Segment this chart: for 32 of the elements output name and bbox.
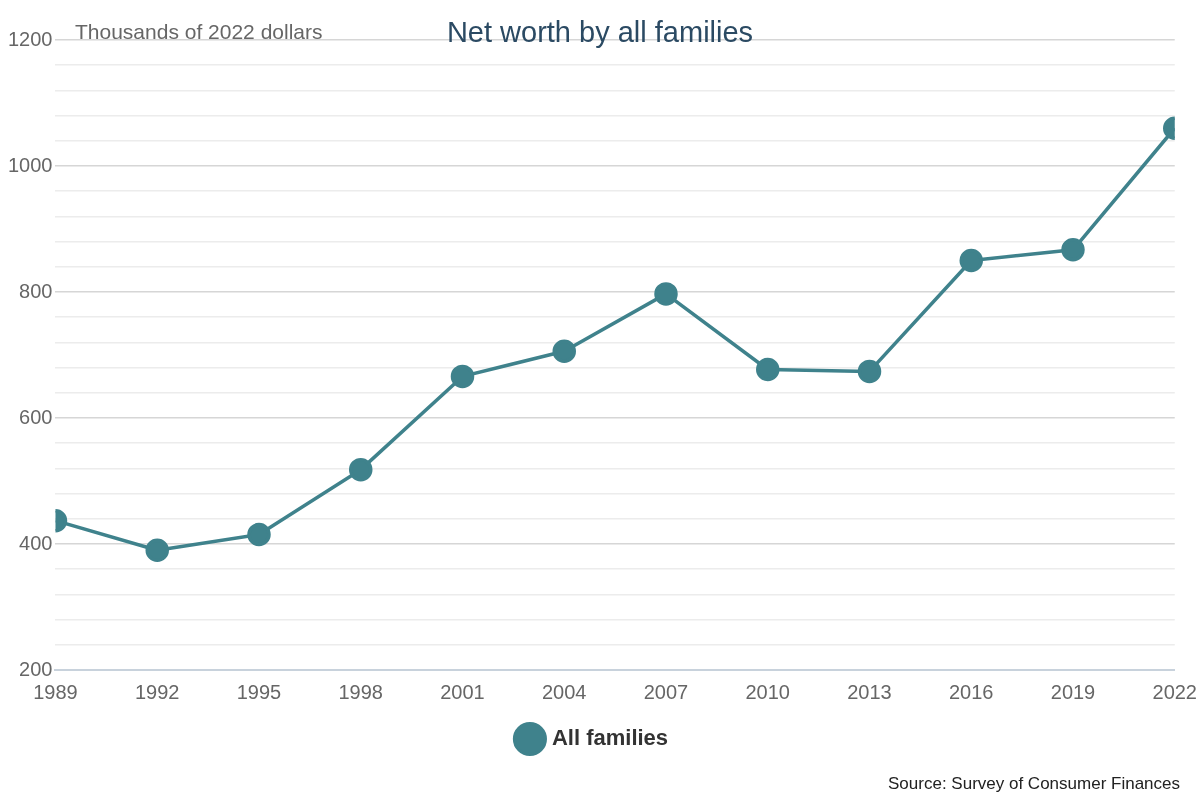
point — [857, 359, 882, 384]
y-tick-label: 600 — [19, 405, 53, 428]
x-tick-label: 1995 — [236, 680, 282, 703]
y-axis-title: Thousands of 2022 dollars — [75, 20, 323, 44]
point — [959, 248, 983, 273]
x-tick-label: 2010 — [745, 680, 790, 703]
y-tick-label: 1000 — [7, 153, 53, 176]
x-tick-label: 2022 — [1152, 680, 1197, 703]
x-tick-label: 2007 — [643, 680, 689, 703]
point — [552, 339, 576, 363]
point — [145, 538, 169, 563]
y-tick-label: 200 — [19, 657, 53, 680]
point — [247, 522, 271, 547]
x-tick-label: 2004 — [542, 680, 587, 703]
point — [654, 282, 678, 306]
chart-title: Net worth by all families — [446, 16, 754, 48]
x-tick-label: 2001 — [440, 680, 485, 703]
x-tick-label: 1998 — [338, 680, 383, 703]
x-tick-label: 1992 — [134, 680, 180, 703]
x-tick-label: 1989 — [33, 680, 78, 703]
legend-label: All families — [551, 725, 669, 751]
source-note: Source: Survey of Consumer Finances — [888, 774, 1180, 794]
y-tick-label: 800 — [19, 279, 53, 302]
point — [349, 457, 373, 482]
point — [450, 364, 475, 389]
x-tick-label: 2013 — [847, 680, 892, 703]
point — [756, 357, 780, 382]
y-tick-label: 400 — [19, 531, 53, 554]
y-tick-label: 1200 — [7, 27, 53, 50]
point — [1061, 238, 1085, 262]
x-tick-label: 2019 — [1050, 680, 1096, 703]
x-tick-label: 2016 — [949, 680, 994, 703]
